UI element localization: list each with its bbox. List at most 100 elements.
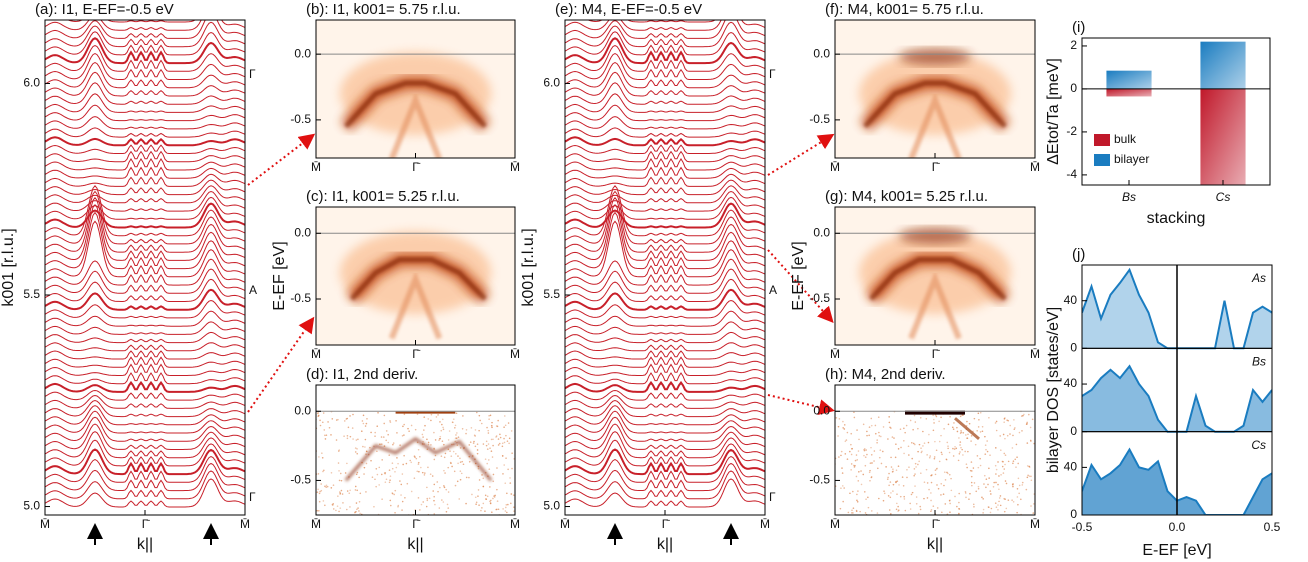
noise-dot — [503, 415, 506, 417]
noise-dot — [928, 433, 930, 436]
x-tick-label: 0.0 — [1169, 520, 1186, 534]
panel-title: (d): I1, 2nd deriv. — [306, 366, 418, 383]
x-tick-label: Γ̄ — [932, 347, 941, 361]
noise-dot — [937, 487, 940, 490]
noise-dot — [903, 452, 905, 455]
noise-dot — [338, 479, 341, 482]
spectrum-curve — [45, 190, 245, 212]
noise-dot — [959, 444, 961, 446]
noise-dot — [497, 438, 500, 440]
noise-dot — [1003, 468, 1006, 470]
noise-dot — [465, 502, 467, 505]
spectrum-curve — [45, 44, 245, 72]
noise-dot — [476, 411, 478, 414]
noise-dot — [902, 485, 905, 487]
noise-dot — [469, 441, 472, 443]
panel-title: (a): I1, E-EF=-0.5 eV — [35, 1, 174, 18]
series-label: Bs — [1252, 355, 1266, 369]
noise-dot — [1003, 497, 1005, 500]
frame — [834, 206, 1036, 346]
noise-dot — [476, 449, 479, 451]
noise-dot — [966, 437, 968, 439]
noise-dot — [349, 506, 351, 508]
noise-dot — [506, 511, 508, 514]
noise-dot — [877, 467, 879, 470]
noise-dot — [878, 497, 880, 500]
noise-dot — [419, 509, 421, 511]
noise-dot — [930, 508, 933, 511]
noise-dot — [856, 459, 859, 461]
noise-dot — [994, 464, 997, 467]
noise-dot — [433, 431, 435, 434]
plot-area — [1106, 41, 1246, 185]
noise-dot — [328, 426, 331, 429]
noise-dot — [892, 490, 894, 492]
noise-dot — [955, 447, 958, 450]
noise-dot — [1029, 439, 1032, 442]
spectrum-curve — [565, 258, 765, 286]
noise-dot — [423, 474, 426, 476]
noise-dot — [926, 497, 929, 499]
intensity-band — [908, 92, 962, 158]
noise-dot — [427, 443, 430, 446]
y-tick-label: 0.0 — [813, 225, 830, 239]
noise-dot — [474, 435, 476, 437]
noise-dot — [933, 457, 936, 460]
noise-dot — [486, 426, 488, 429]
noise-dot — [858, 470, 860, 473]
y-tick-label: 0.0 — [294, 225, 311, 239]
noise-dot — [346, 462, 348, 465]
spectrum-curve — [565, 190, 765, 245]
y-tick-label: 0 — [1070, 341, 1077, 355]
noise-dot — [477, 467, 480, 470]
noise-dot — [354, 511, 356, 514]
noise-dot — [376, 450, 378, 453]
noise-dot — [317, 414, 320, 417]
noise-dot — [977, 485, 980, 488]
noise-dot — [1004, 437, 1006, 440]
spectrum-curve — [565, 342, 765, 352]
y-tick-label: 0.0 — [813, 46, 830, 60]
noise-dot — [844, 440, 847, 443]
noise-dot — [429, 473, 432, 476]
noise-dot — [841, 467, 843, 469]
noise-dot — [511, 452, 513, 454]
noise-dot — [489, 502, 492, 505]
y-tick-label: 0.0 — [813, 403, 830, 417]
noise-dot — [1028, 465, 1030, 468]
noise-dot — [905, 424, 908, 427]
noise-dot — [1012, 500, 1015, 503]
noise-dot — [488, 468, 491, 470]
noise-dot — [365, 462, 368, 465]
noise-dot — [840, 450, 843, 453]
noise-dot — [1012, 485, 1014, 488]
noise-dot — [1012, 460, 1015, 462]
noise-dot — [354, 485, 357, 488]
noise-dot — [849, 492, 851, 495]
noise-dot — [960, 446, 962, 449]
noise-dot — [926, 454, 928, 456]
panel-title: (e): M4, E-EF=-0.5 eV — [555, 1, 702, 18]
noise-dot — [857, 450, 860, 452]
noise-dot — [474, 496, 477, 499]
noise-dot — [455, 453, 457, 455]
noise-dot — [1018, 492, 1020, 495]
noise-dot — [890, 512, 892, 515]
spectrum-curve — [45, 389, 245, 401]
noise-dot — [987, 483, 989, 486]
noise-dot — [480, 509, 482, 512]
noise-dot — [940, 451, 943, 454]
noise-dot — [384, 472, 386, 475]
noise-dot — [356, 471, 359, 474]
noise-dot — [365, 422, 368, 425]
noise-dot — [1026, 421, 1028, 424]
y-axis-label: E-EF [eV] — [790, 241, 807, 310]
frame — [834, 19, 1036, 159]
noise-dot — [888, 416, 890, 418]
spectrum-curve — [565, 62, 765, 89]
noise-dot — [337, 495, 339, 497]
noise-dot — [887, 438, 889, 440]
noise-dot — [339, 493, 341, 495]
spectrum-curve — [565, 53, 765, 80]
point-label: Γ — [249, 490, 256, 504]
